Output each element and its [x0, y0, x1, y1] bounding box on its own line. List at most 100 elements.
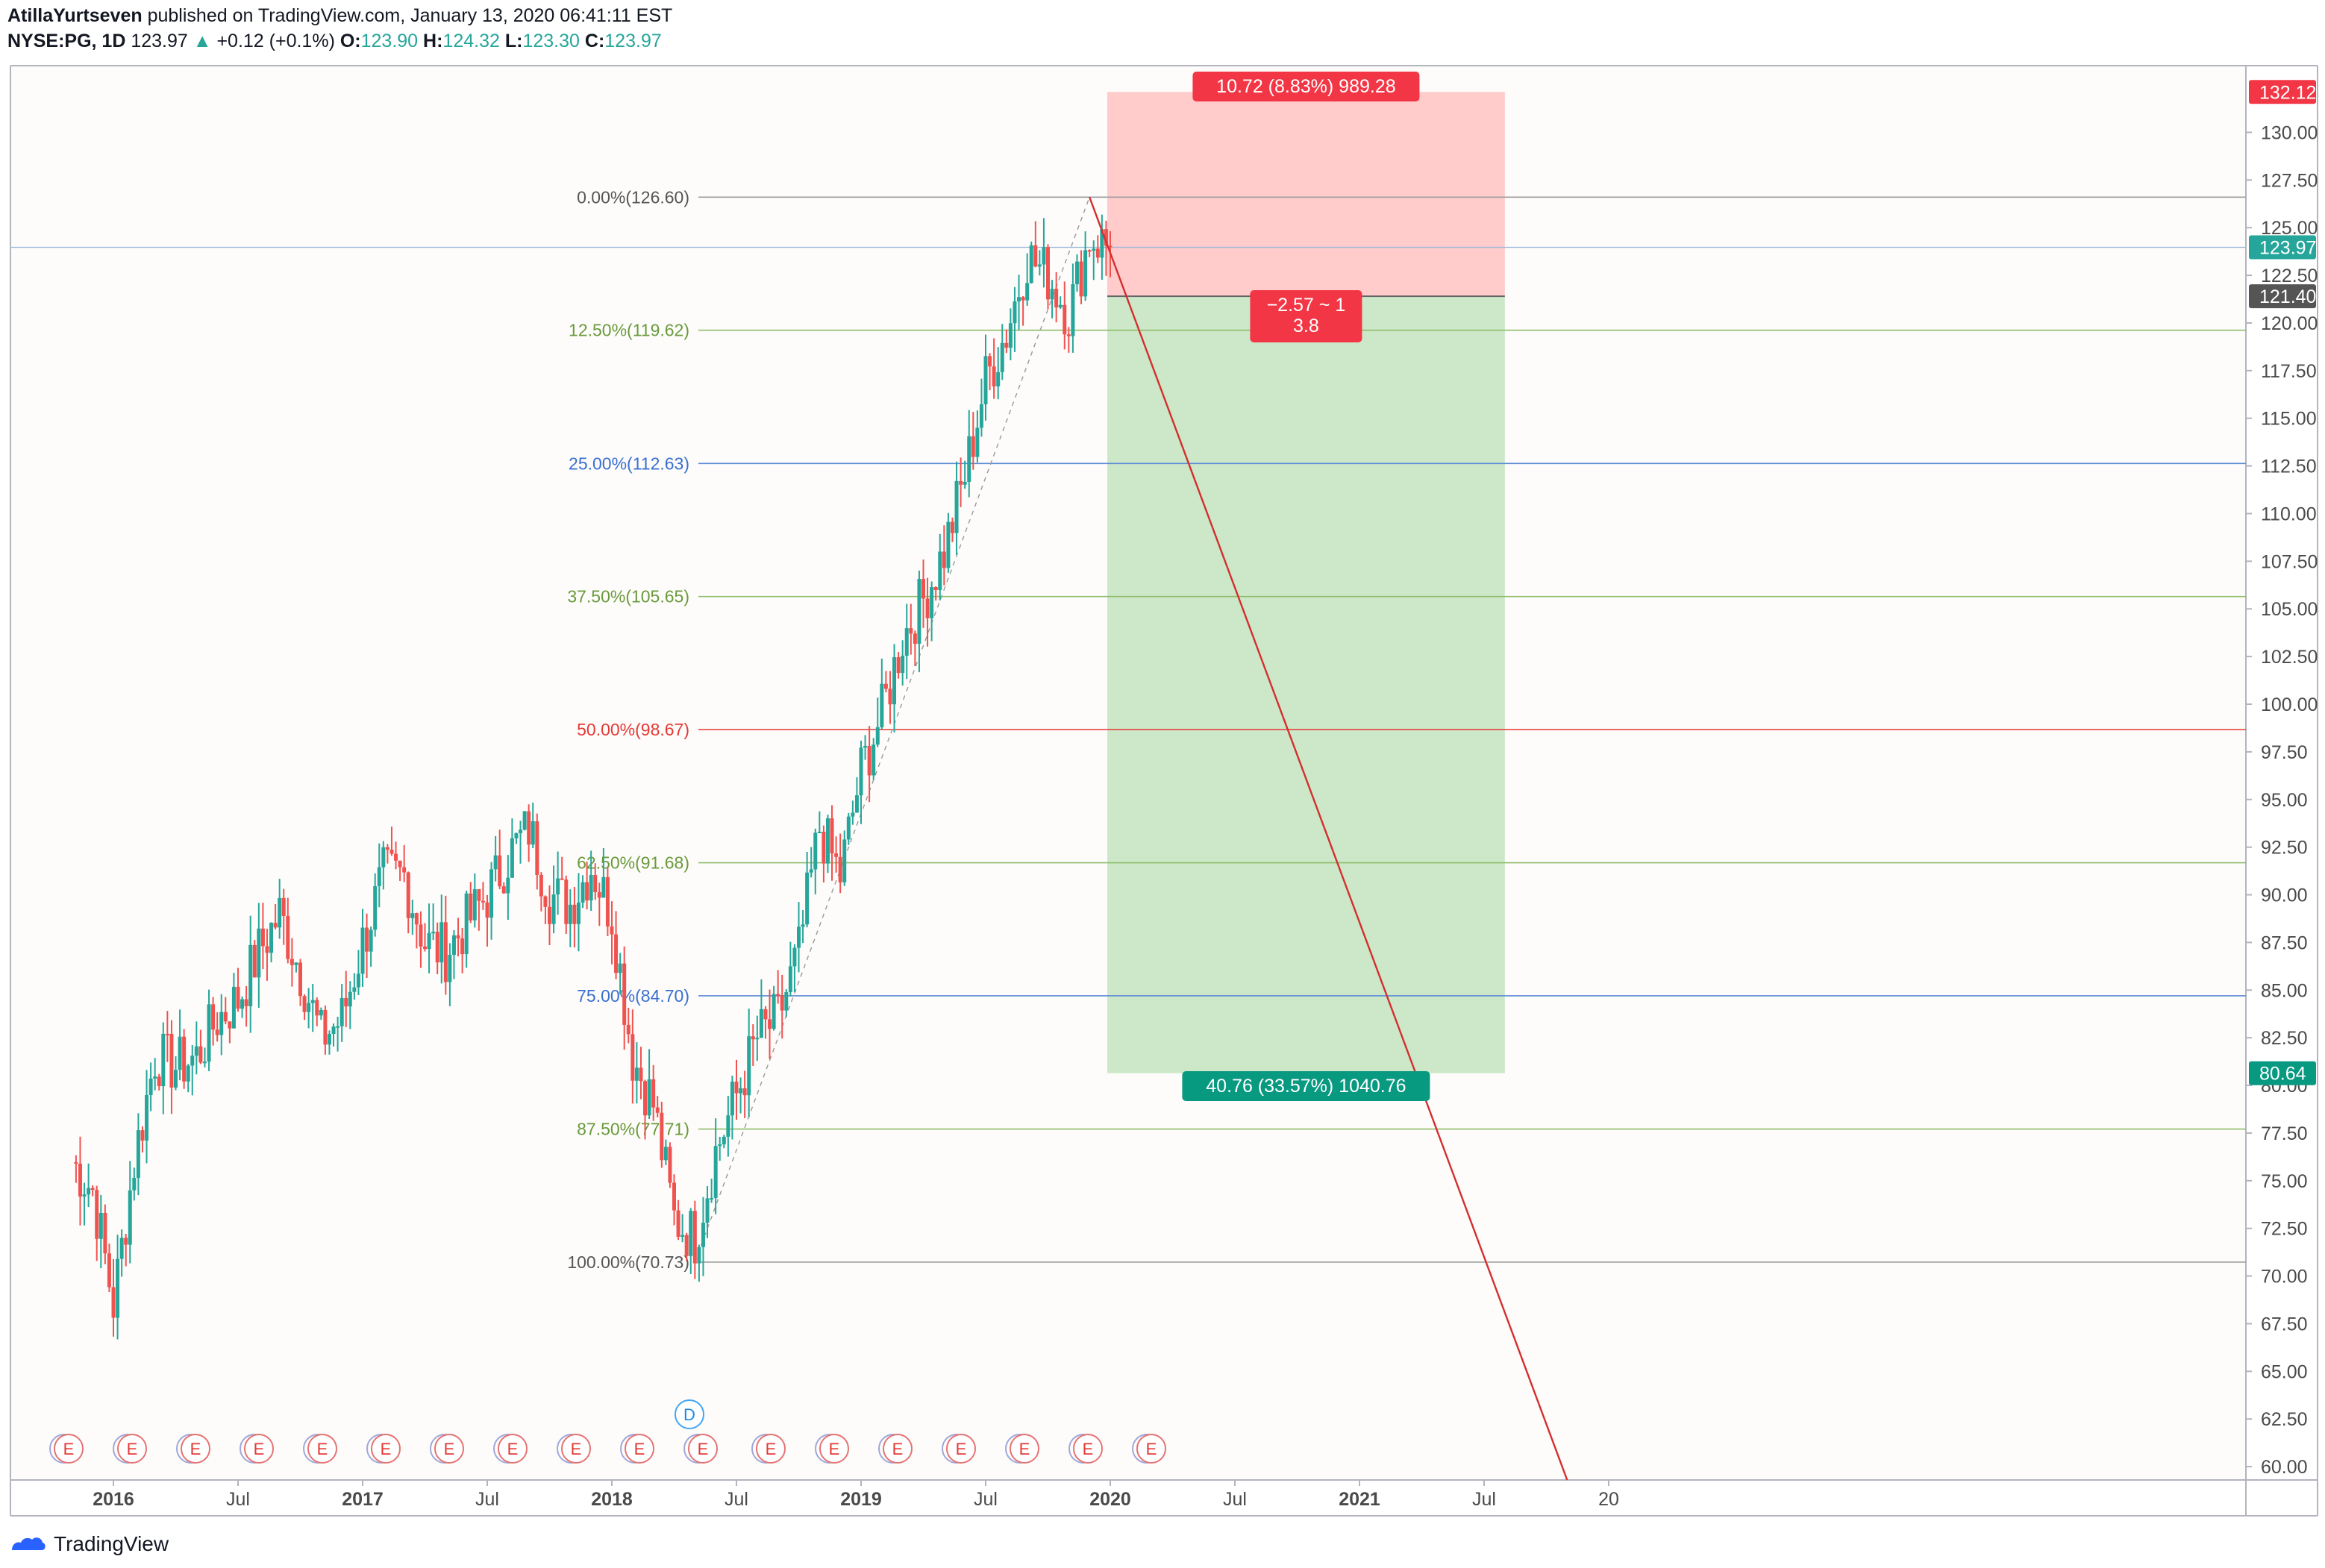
- earnings-event-icon[interactable]: [244, 1434, 274, 1464]
- earnings-event-icon[interactable]: [1073, 1434, 1103, 1464]
- x-tick-label: Jul: [974, 1489, 998, 1510]
- fib-level-label: 50.00%(98.67): [577, 720, 689, 739]
- earnings-event-icon[interactable]: [625, 1434, 654, 1464]
- candle-body: [543, 896, 548, 907]
- candle-body: [1058, 304, 1063, 308]
- earnings-event-icon[interactable]: [819, 1434, 849, 1464]
- candle-body: [132, 1177, 137, 1191]
- candle-body: [140, 1130, 145, 1141]
- projection-trend-line[interactable]: [1089, 196, 1568, 1481]
- earnings-event-icon[interactable]: [1010, 1434, 1039, 1464]
- candle-body: [1050, 289, 1054, 300]
- tradingview-logo-icon: [12, 1537, 46, 1550]
- stop-label-box: [1192, 72, 1420, 101]
- candle-body: [1029, 245, 1033, 283]
- candle-body: [231, 986, 236, 1029]
- y-tick-label: 107.50: [2261, 551, 2318, 572]
- candle-body: [381, 847, 386, 868]
- candle-body: [825, 818, 830, 864]
- candle-body: [190, 1056, 195, 1066]
- candle-body: [560, 878, 564, 880]
- earnings-event-icon[interactable]: [561, 1434, 591, 1464]
- candle-body: [942, 551, 946, 568]
- dividend-event-icon[interactable]: [675, 1399, 704, 1429]
- earnings-event-icon[interactable]: [117, 1434, 147, 1464]
- candle-body: [581, 882, 585, 903]
- candle-body: [626, 1024, 630, 1035]
- candle-body: [572, 904, 577, 924]
- price-tag[interactable]: [2249, 235, 2316, 260]
- earnings-event-icon[interactable]: [946, 1434, 976, 1464]
- candle-body: [705, 1198, 710, 1223]
- candle-body: [834, 853, 839, 857]
- candle-body: [310, 1000, 315, 1003]
- candle-body: [153, 1076, 157, 1079]
- candle-body: [585, 882, 589, 901]
- earnings-event-label: E: [444, 1440, 455, 1458]
- candle-body: [265, 946, 269, 953]
- candle-body: [178, 1036, 182, 1070]
- candle-body: [593, 875, 598, 893]
- earnings-event-icon[interactable]: [688, 1434, 718, 1464]
- earnings-event-icon[interactable]: [883, 1434, 913, 1464]
- candle-body: [722, 1136, 726, 1145]
- target-label-box: [1182, 1071, 1430, 1101]
- candle-body: [257, 928, 261, 978]
- earnings-event-icon[interactable]: [1136, 1434, 1166, 1464]
- candle-body: [872, 744, 876, 776]
- y-tick-label: 82.50: [2261, 1028, 2308, 1049]
- candle-body: [78, 1163, 82, 1197]
- earnings-event-icon[interactable]: [181, 1434, 210, 1464]
- candle-body: [718, 1144, 722, 1147]
- earnings-event-icon[interactable]: [371, 1434, 401, 1464]
- candle-body: [838, 856, 842, 882]
- candle-body: [672, 1182, 676, 1211]
- risk-reward-label-box: [1250, 290, 1362, 342]
- candle-body: [668, 1147, 672, 1183]
- earnings-event-icon[interactable]: [54, 1434, 84, 1464]
- candle-body: [493, 855, 498, 870]
- candle-body: [489, 869, 494, 918]
- candle-body: [610, 926, 614, 935]
- candle-body: [930, 586, 934, 618]
- brand-name[interactable]: TradingView: [54, 1532, 169, 1555]
- earnings-event-label: E: [956, 1440, 967, 1458]
- price-tag[interactable]: [2249, 80, 2316, 104]
- candle-body: [136, 1130, 140, 1178]
- candle-body: [1092, 248, 1096, 251]
- candle-body: [531, 821, 535, 845]
- earnings-event-icon[interactable]: [307, 1434, 337, 1464]
- earnings-event-icon[interactable]: [434, 1434, 464, 1464]
- candle-body: [128, 1190, 132, 1245]
- profit-target-zone[interactable]: [1107, 296, 1505, 1073]
- x-tick-label: Jul: [475, 1489, 499, 1510]
- candle-body: [917, 579, 921, 645]
- y-tick-label: 100.00: [2261, 694, 2318, 715]
- candle-body: [1021, 297, 1025, 301]
- candle-body: [207, 1004, 211, 1062]
- fib-level-label: 100.00%(70.73): [567, 1252, 689, 1272]
- candle-body: [548, 906, 551, 924]
- candle-body: [344, 997, 348, 1007]
- candle-body: [701, 1223, 705, 1247]
- y-tick-label: 112.50: [2261, 457, 2317, 477]
- earnings-event-icon[interactable]: [498, 1434, 528, 1464]
- price-tag[interactable]: [2249, 1061, 2316, 1085]
- candle-body: [1100, 229, 1104, 258]
- candle-body: [805, 872, 810, 925]
- candle-body: [1046, 247, 1050, 300]
- candle-body: [647, 1079, 651, 1116]
- candle-body: [983, 356, 988, 404]
- candle-body: [663, 1147, 668, 1161]
- earnings-event-icon[interactable]: [756, 1434, 786, 1464]
- candle-body: [992, 366, 996, 386]
- author-name[interactable]: AtillaYurtseven: [7, 5, 143, 26]
- candle-body: [1063, 304, 1067, 335]
- symbol-label[interactable]: NYSE:PG, 1D: [7, 31, 126, 51]
- stop-loss-zone[interactable]: [1107, 92, 1505, 297]
- candle-body: [772, 994, 776, 1029]
- earnings-event-label: E: [507, 1440, 519, 1458]
- price-tag[interactable]: [2249, 284, 2316, 309]
- earnings-event-label: E: [381, 1440, 392, 1458]
